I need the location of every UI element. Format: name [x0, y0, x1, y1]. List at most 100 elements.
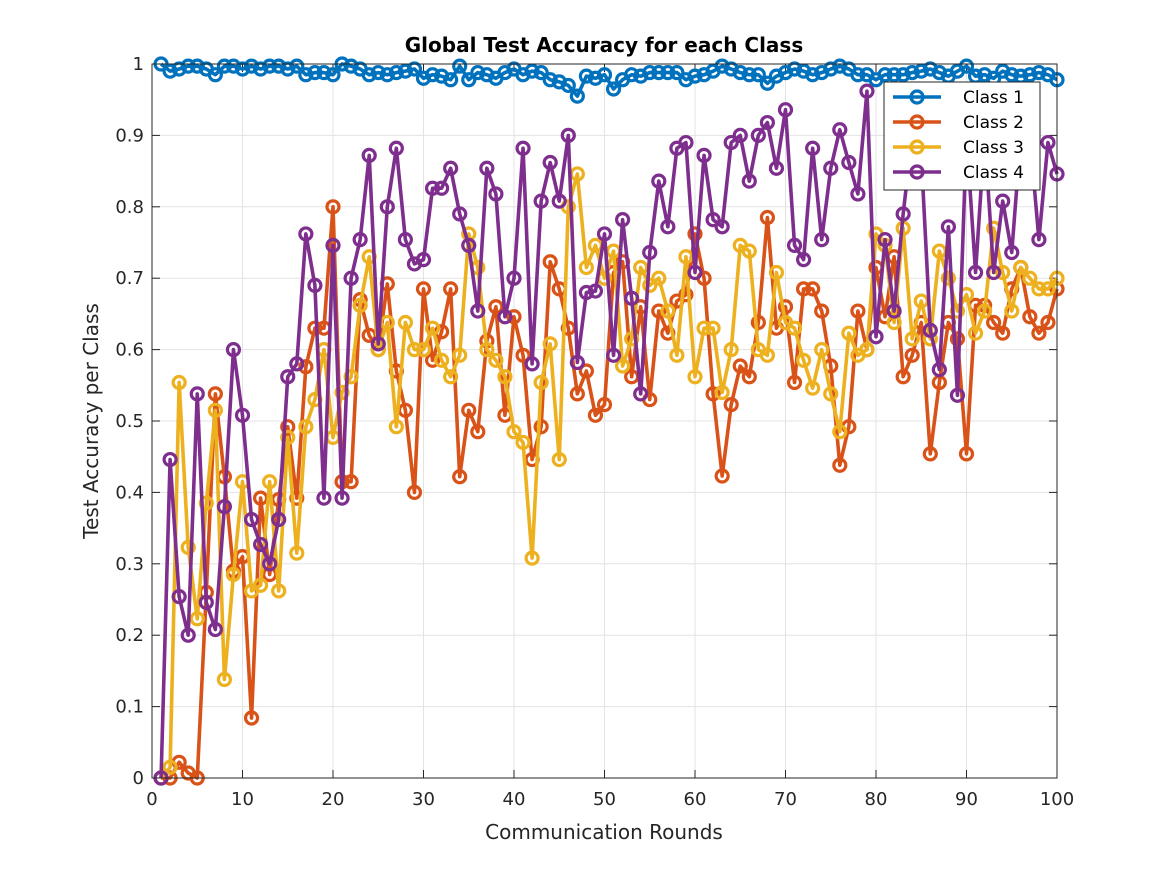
data-point	[388, 140, 404, 156]
data-point	[651, 64, 667, 81]
data-point	[461, 402, 477, 418]
y-tick-label: 0.9	[115, 125, 144, 146]
data-point	[434, 352, 450, 368]
x-tick-label: 100	[1040, 789, 1074, 810]
chart-title: Global Test Accuracy for each Class	[405, 33, 804, 57]
data-point	[352, 297, 368, 313]
y-tick-label: 0.3	[115, 554, 144, 575]
data-point	[225, 58, 242, 74]
data-point	[714, 468, 730, 484]
y-tick-label: 1	[133, 54, 144, 75]
data-point	[986, 264, 1002, 281]
data-point	[171, 61, 187, 77]
data-point	[886, 67, 902, 83]
data-point	[723, 342, 739, 358]
data-point	[868, 329, 884, 345]
data-point	[814, 303, 830, 319]
data-point	[732, 64, 748, 81]
data-point	[678, 249, 694, 265]
data-point	[497, 309, 513, 325]
data-point	[967, 325, 984, 341]
data-point	[379, 67, 395, 83]
data-point	[180, 539, 196, 555]
series-line	[161, 205, 1059, 780]
data-point	[280, 429, 296, 446]
data-point	[298, 419, 314, 435]
data-point	[633, 386, 649, 402]
data-point	[913, 63, 929, 79]
data-point	[162, 759, 178, 775]
data-point	[262, 556, 278, 572]
plot-frame	[151, 63, 1058, 779]
data-point	[886, 303, 902, 319]
data-point	[316, 490, 332, 506]
data-point	[995, 264, 1011, 281]
series-1	[153, 56, 1065, 104]
data-point	[352, 232, 368, 248]
data-point	[651, 270, 667, 286]
data-point	[243, 511, 260, 528]
data-point	[605, 347, 622, 363]
data-point	[542, 72, 558, 88]
x-tick-labels: 0 10 20 30 40 50 60 70 80 90 100	[146, 789, 1074, 810]
data-point	[633, 259, 649, 276]
y-tick-label: 0.7	[115, 268, 144, 289]
y-tick-label: 0.6	[115, 340, 144, 361]
data-point	[569, 354, 585, 371]
data-point	[289, 545, 305, 561]
data-point	[189, 386, 205, 402]
data-point	[253, 577, 269, 593]
y-tick-labels: 0 0.1 0.2 0.3 0.4 0.5 0.6 0.7 0.8 0.9 1	[115, 54, 144, 789]
data-point	[461, 72, 477, 88]
data-point	[850, 67, 866, 83]
data-point	[596, 226, 613, 242]
data-point	[805, 140, 821, 156]
data-point	[786, 374, 803, 391]
data-point	[768, 264, 785, 281]
data-point	[714, 219, 730, 235]
data-point	[524, 356, 540, 372]
data-point	[569, 88, 585, 104]
data-point	[1004, 303, 1020, 319]
data-point	[741, 67, 757, 83]
data-point	[904, 347, 920, 363]
data-point	[506, 309, 522, 325]
data-point	[940, 270, 957, 286]
data-point	[995, 325, 1011, 341]
data-point	[732, 358, 748, 374]
data-point	[578, 363, 595, 379]
data-point	[443, 369, 459, 385]
data-point	[904, 331, 920, 347]
data-point	[741, 369, 757, 385]
data-point	[940, 219, 957, 235]
y-tick-label: 0.4	[115, 482, 144, 503]
data-point	[696, 320, 712, 336]
data-point	[262, 58, 278, 74]
data-point	[841, 325, 857, 341]
data-point	[298, 67, 314, 83]
series-line	[159, 172, 1059, 780]
x-tick-label: 30	[412, 789, 435, 810]
data-point	[732, 127, 748, 143]
data-point	[660, 219, 676, 235]
data-point	[850, 186, 866, 202]
data-point	[207, 386, 223, 402]
data-point	[533, 374, 549, 391]
data-point	[271, 583, 287, 599]
data-point	[795, 352, 812, 368]
data-point	[298, 226, 314, 242]
data-point	[253, 536, 269, 553]
data-point	[243, 710, 260, 726]
data-point	[795, 252, 812, 268]
data-point	[171, 589, 187, 605]
data-point	[678, 134, 694, 151]
data-point	[470, 303, 486, 319]
data-point	[832, 424, 848, 440]
data-point	[949, 387, 966, 403]
data-point	[488, 299, 504, 315]
data-point	[334, 490, 350, 506]
legend: Class 1 Class 2 Class 3 Class 4	[883, 81, 1041, 191]
data-point	[814, 342, 830, 358]
data-point	[551, 193, 567, 209]
